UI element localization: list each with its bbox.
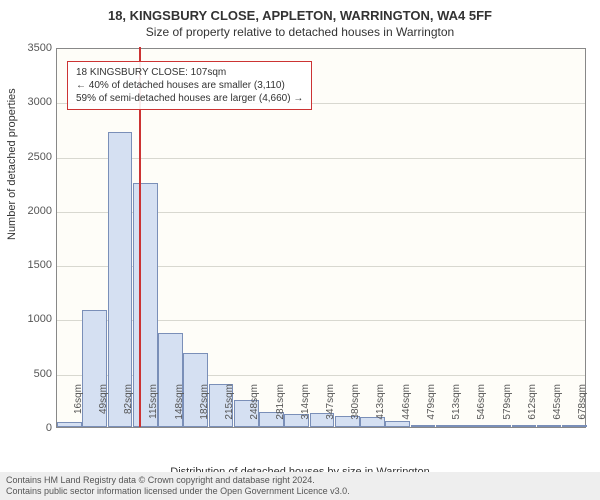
x-tick-label: 678sqm [577, 384, 588, 434]
x-tick-label: 479sqm [426, 384, 437, 434]
x-tick-label: 645sqm [552, 384, 563, 434]
footer-line: Contains public sector information licen… [6, 486, 594, 497]
chart-plot-area: 18 KINGSBURY CLOSE: 107sqm ← 40% of deta… [56, 48, 586, 428]
x-tick-label: 115sqm [148, 384, 159, 434]
y-tick-label: 2500 [12, 151, 52, 163]
page-subtitle: Size of property relative to detached ho… [0, 23, 600, 39]
annotation-box: 18 KINGSBURY CLOSE: 107sqm ← 40% of deta… [67, 61, 312, 110]
x-tick-label: 546sqm [476, 384, 487, 434]
x-tick-label: 215sqm [224, 384, 235, 434]
x-tick-label: 182sqm [199, 384, 210, 434]
x-tick-label: 148sqm [174, 384, 185, 434]
x-tick-label: 446sqm [401, 384, 412, 434]
y-tick-label: 500 [12, 368, 52, 380]
annotation-line: 59% of semi-detached houses are larger (… [76, 92, 303, 105]
x-tick-label: 413sqm [375, 384, 386, 434]
x-tick-label: 248sqm [249, 384, 260, 434]
x-tick-label: 513sqm [451, 384, 462, 434]
gridline [57, 158, 585, 159]
y-tick-label: 0 [12, 422, 52, 434]
footer-line: Contains HM Land Registry data © Crown c… [6, 475, 594, 486]
x-tick-label: 314sqm [300, 384, 311, 434]
y-tick-label: 2000 [12, 205, 52, 217]
annotation-line: ← 40% of detached houses are smaller (3,… [76, 79, 303, 92]
page-title: 18, KINGSBURY CLOSE, APPLETON, WARRINGTO… [0, 0, 600, 23]
x-tick-label: 612sqm [527, 384, 538, 434]
x-tick-label: 281sqm [275, 384, 286, 434]
x-tick-label: 49sqm [98, 384, 109, 434]
y-tick-label: 1500 [12, 259, 52, 271]
y-axis-label: Number of detached properties [6, 88, 18, 240]
y-tick-label: 3500 [12, 42, 52, 54]
x-tick-label: 347sqm [325, 384, 336, 434]
histogram-bar [108, 132, 133, 427]
y-tick-label: 1000 [12, 313, 52, 325]
footer-attribution: Contains HM Land Registry data © Crown c… [0, 472, 600, 500]
x-tick-label: 579sqm [502, 384, 513, 434]
x-tick-label: 82sqm [123, 384, 134, 434]
x-tick-label: 16sqm [73, 384, 84, 434]
x-tick-label: 380sqm [350, 384, 361, 434]
y-tick-label: 3000 [12, 96, 52, 108]
annotation-line: 18 KINGSBURY CLOSE: 107sqm [76, 66, 303, 79]
